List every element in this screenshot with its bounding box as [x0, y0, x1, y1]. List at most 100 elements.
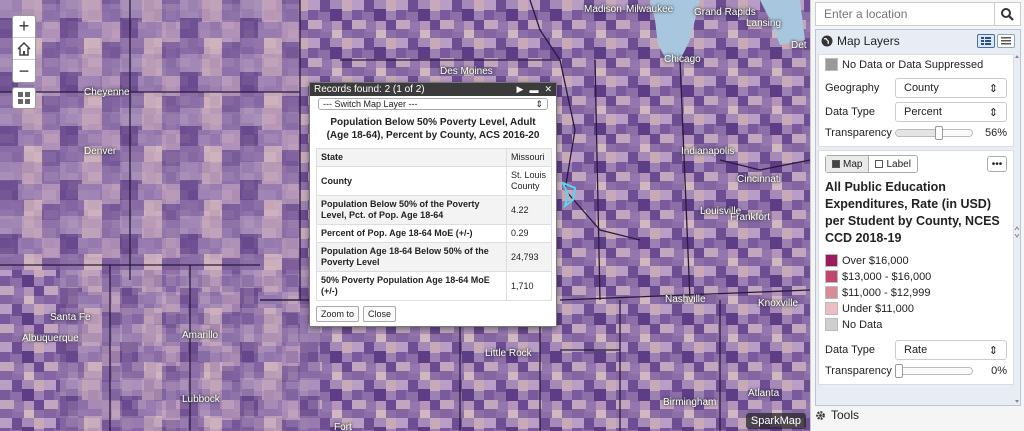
- legend-swatch: [825, 302, 838, 315]
- data-type-select[interactable]: Rate ⇕: [895, 340, 1007, 360]
- row-value: 0.29: [506, 224, 552, 243]
- popup-header: Records found: 2 (1 of 2) ▶ ▬ ✕: [310, 83, 556, 96]
- checkbox-checked-icon: [832, 160, 840, 168]
- city-label: Nashville: [665, 294, 706, 305]
- zoom-in-button[interactable]: +: [13, 16, 35, 38]
- switch-layer-select[interactable]: --- Switch Map Layer --- ⇕: [318, 98, 548, 110]
- record-table: State Missouri County St. Louis County Pop…: [316, 148, 552, 301]
- layers-list[interactable]: No Data or Data Suppressed Geography Cou…: [818, 54, 1014, 404]
- close-button[interactable]: Close: [363, 306, 397, 322]
- sidebar: Map Layers No Data or Data Suppressed G: [810, 0, 1024, 431]
- legend-swatch: [825, 58, 838, 71]
- row-key: 50% Poverty Population Age 18-64 MoE (+/…: [316, 271, 507, 301]
- panel-title: Map Layers: [837, 34, 900, 48]
- geography-value: County: [904, 82, 939, 94]
- zoom-to-button[interactable]: Zoom to: [316, 306, 360, 322]
- transparency-label: Transparency: [825, 127, 892, 139]
- city-label: Milwaukee: [626, 4, 674, 15]
- table-row: Population Age 18-64 Below 50% of the Po…: [316, 242, 552, 272]
- slider-handle[interactable]: [895, 364, 903, 378]
- layer-title: All Public Education Expenditures, Rate …: [825, 180, 1000, 245]
- compact-view-button[interactable]: [997, 34, 1015, 48]
- popup-title: Population Below 50% Poverty Level, Adul…: [326, 117, 540, 141]
- layer-card-education: Map Label ••• All Public Education Expen…: [818, 150, 1014, 385]
- search-button[interactable]: [994, 3, 1020, 25]
- popup-actions: Zoom to Close: [310, 301, 556, 326]
- slider-handle[interactable]: [934, 126, 943, 140]
- legend-label: $11,000 - $12,999: [842, 286, 931, 299]
- map-layers-panel: Map Layers No Data or Data Suppressed G: [815, 29, 1021, 406]
- data-type-label: Data Type: [825, 106, 875, 118]
- geography-row: Geography County ⇕: [825, 76, 1007, 100]
- location-search: [815, 2, 1021, 26]
- city-label: Cincinnati: [737, 174, 781, 185]
- city-label: Chicago: [664, 54, 701, 65]
- grid-icon: [18, 92, 30, 104]
- legend-item: $11,000 - $12,999: [825, 285, 1007, 300]
- zoom-control: + −: [12, 15, 36, 83]
- map-toggle[interactable]: Map: [826, 156, 869, 172]
- city-label: Indianapolis: [681, 146, 735, 157]
- row-value: 1,710: [506, 271, 552, 301]
- sparkmap-logo: SparkMap: [745, 413, 806, 429]
- legend-item: No Data or Data Suppressed: [825, 57, 1007, 72]
- county-choropleth: [0, 0, 810, 431]
- layer-toolbar: Map Label •••: [825, 155, 1007, 173]
- transparency-slider[interactable]: [895, 364, 973, 378]
- city-label: Grand Rapids: [694, 7, 756, 18]
- tools-label: Tools: [831, 408, 860, 422]
- map-toggle-label: Map: [843, 158, 863, 170]
- search-input[interactable]: [816, 3, 994, 25]
- city-label: Cheyenne: [84, 87, 130, 98]
- table-row: 50% Poverty Population Age 18-64 MoE (+/…: [316, 271, 552, 301]
- select-arrows-icon: ⇕: [988, 344, 998, 357]
- row-value: Missouri: [506, 148, 552, 167]
- detail-view-button[interactable]: [977, 34, 995, 48]
- row-value: St. Louis County: [506, 166, 552, 196]
- close-icon[interactable]: ✕: [544, 84, 552, 94]
- table-row: Population Below 50% of the Poverty Leve…: [316, 195, 552, 225]
- city-label: Albuquerque: [22, 333, 79, 344]
- list-icon: [1001, 37, 1011, 45]
- records-popup: Records found: 2 (1 of 2) ▶ ▬ ✕ --- Swit…: [309, 82, 557, 327]
- city-label: Atlanta: [748, 388, 780, 399]
- map-canvas[interactable]: Madison Milwaukee Grand Rapids Lansing D…: [0, 0, 810, 431]
- data-type-row: Data Type Percent ⇕: [825, 100, 1007, 124]
- search-icon: [1001, 7, 1014, 21]
- city-label: Louisville: [700, 206, 742, 217]
- city-label: Lubbock: [182, 394, 220, 405]
- city-label: Denver: [84, 146, 117, 157]
- zoom-out-button[interactable]: −: [18, 60, 30, 81]
- row-key: State: [316, 148, 507, 167]
- city-label: Amarillo: [182, 330, 219, 341]
- data-type-value: Percent: [904, 106, 942, 118]
- home-icon: [17, 41, 31, 56]
- maximize-icon[interactable]: ▬: [529, 84, 539, 95]
- legend: Over $16,000 $13,000 - $16,000 $11,000 -…: [825, 253, 1007, 332]
- table-row: County St. Louis County: [316, 166, 552, 196]
- geography-select[interactable]: County ⇕: [895, 78, 1007, 98]
- panel-scrollbar[interactable]: [1014, 54, 1020, 404]
- legend-label: No Data or Data Suppressed: [842, 58, 984, 71]
- label-toggle[interactable]: Label: [868, 156, 916, 172]
- transparency-slider[interactable]: [895, 126, 973, 140]
- city-label: Fort: [334, 422, 352, 431]
- city-label: Little Rock: [485, 348, 532, 359]
- tools-section[interactable]: Tools: [815, 408, 859, 422]
- sparkmap-logo-text: SparkMap: [750, 415, 801, 427]
- city-label: Lansing: [746, 18, 782, 29]
- basemap-button[interactable]: [12, 87, 36, 109]
- data-type-value: Rate: [904, 344, 928, 356]
- legend-swatch: [825, 270, 838, 283]
- list-detail-icon: [981, 37, 991, 45]
- row-key: Percent of Pop. Age 18-64 MoE (+/-): [316, 224, 507, 243]
- data-type-select[interactable]: Percent ⇕: [895, 102, 1007, 122]
- legend-label: $13,000 - $16,000: [842, 270, 932, 283]
- home-button[interactable]: [13, 38, 35, 60]
- next-record-icon[interactable]: ▶: [516, 84, 524, 94]
- display-toggle: Map Label: [825, 155, 918, 173]
- city-label: Birmingham: [663, 397, 717, 408]
- layer-menu-button[interactable]: •••: [987, 156, 1007, 172]
- legend-swatch: [825, 286, 838, 299]
